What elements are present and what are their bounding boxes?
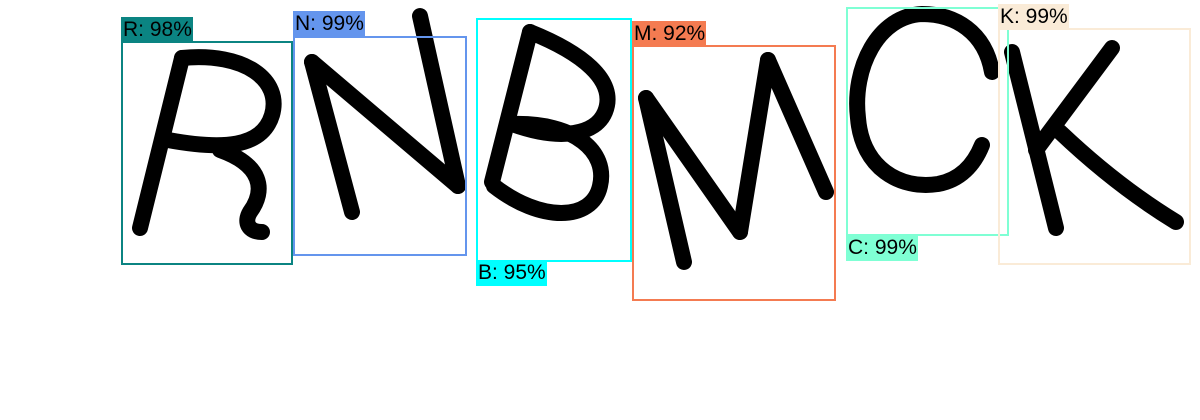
detection-label-n: N: 99%	[293, 11, 365, 37]
detection-box-r	[121, 41, 293, 265]
detection-label-r: R: 98%	[121, 17, 193, 43]
letter-c-glyph	[849, 6, 1000, 193]
detection-box-k	[998, 28, 1191, 265]
letter-n-glyph	[304, 8, 466, 220]
letter-m-glyph	[638, 52, 834, 270]
detection-box-n	[293, 36, 467, 256]
detection-box-c	[846, 7, 1009, 236]
detection-box-b	[476, 18, 632, 262]
detection-label-m: M: 92%	[632, 21, 707, 47]
letter-k-glyph	[1004, 40, 1184, 236]
detection-label-c: C: 99%	[846, 235, 918, 261]
detection-label-b: B: 95%	[476, 260, 547, 286]
detection-label-k: K: 99%	[998, 4, 1069, 30]
letter-r-glyph	[132, 49, 282, 240]
letter-b-glyph	[484, 24, 616, 221]
detection-box-m	[632, 45, 836, 301]
